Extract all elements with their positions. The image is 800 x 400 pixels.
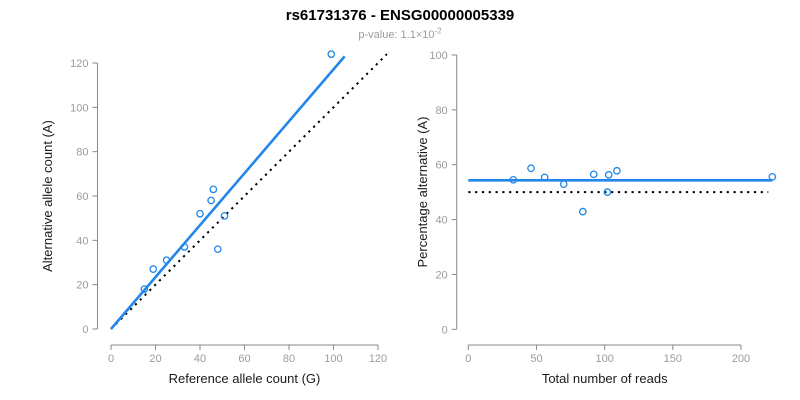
x-tick-label: 150	[664, 353, 682, 365]
figure-subtitle: p-value: 1.1×10-2	[0, 26, 800, 41]
x-tick-label: 0	[108, 353, 114, 365]
pvalue-text: p-value: 1.1×10	[358, 29, 435, 41]
pvalue-exponent: -2	[434, 26, 442, 36]
y-tick-label: 100	[70, 102, 88, 114]
data-point	[768, 172, 777, 181]
x-tick-label: 200	[732, 353, 750, 365]
data-point	[559, 180, 568, 189]
x-tick-label: 120	[369, 353, 387, 365]
figure-title: rs61731376 - ENSG00000005339	[285, 7, 515, 24]
data-point	[180, 243, 189, 251]
y-tick-label: 120	[70, 58, 88, 70]
x-tick-label: 80	[283, 353, 295, 365]
y-tick-label: 60	[435, 160, 447, 172]
y-tick-label: 0	[82, 324, 88, 336]
y-tick-label: 100	[429, 50, 447, 62]
y-tick-label: 20	[435, 269, 447, 281]
data-point	[220, 212, 229, 220]
y-tick-label: 80	[435, 105, 447, 117]
fit-line	[110, 55, 346, 330]
data-point	[149, 265, 158, 273]
allele-counts-scatter: 0 20 40 60 80 100 120 0 20 40 60 80 100 120 Reference …	[40, 50, 388, 386]
data-point	[527, 164, 535, 173]
y-axis-title: Alternative allele count (A)	[40, 120, 55, 272]
percentage-vs-reads-scatter: 0 20 40 60 80 100 0 50 100 150 200 Total number of …	[415, 50, 777, 386]
data-point	[327, 50, 336, 58]
x-axis-title: Total number of reads	[542, 371, 668, 386]
x-tick-label: 50	[530, 353, 542, 365]
data-point	[540, 173, 549, 182]
data-point	[613, 166, 621, 175]
data-point	[207, 196, 215, 205]
identity-line	[110, 53, 388, 330]
y-axis-title: Percentage alternative (A)	[415, 116, 430, 267]
x-tick-label: 0	[465, 353, 471, 365]
y-tick-label: 60	[76, 191, 88, 203]
data-point	[589, 170, 598, 179]
y-tick-label: 80	[76, 147, 88, 159]
data-point	[196, 209, 204, 218]
data-point	[140, 285, 149, 293]
data-point	[162, 256, 171, 265]
y-tick-label: 40	[435, 215, 447, 227]
x-tick-label: 40	[194, 353, 206, 365]
x-tick-label: 60	[238, 353, 250, 365]
data-point	[604, 171, 613, 179]
y-tick-label: 40	[76, 235, 88, 247]
data-point	[213, 245, 222, 254]
x-tick-label: 100	[324, 353, 342, 365]
data-point	[209, 185, 218, 194]
x-tick-label: 20	[149, 353, 161, 365]
data-point	[578, 207, 587, 216]
data-point	[603, 188, 612, 196]
data-point	[509, 175, 518, 184]
x-axis-title: Reference allele count (G)	[169, 371, 321, 386]
x-tick-label: 100	[595, 353, 613, 365]
y-tick-label: 20	[76, 280, 88, 292]
y-tick-label: 0	[442, 324, 448, 336]
